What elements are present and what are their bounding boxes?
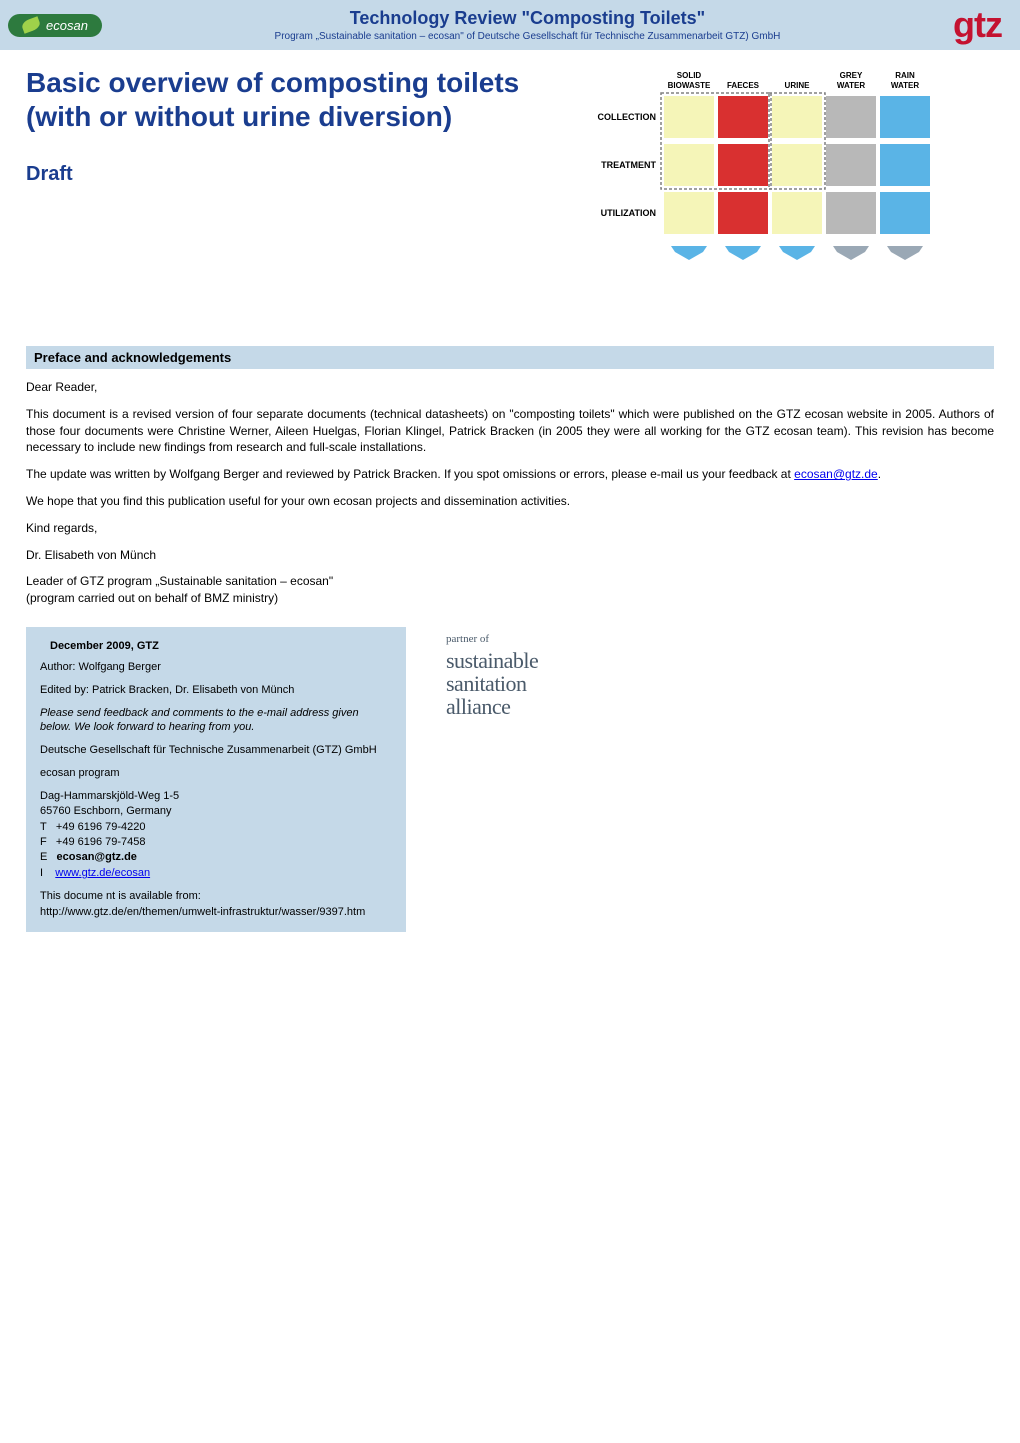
svg-text:UTILIZATION: UTILIZATION — [601, 208, 656, 218]
publication-info-box: December 2009, GTZ Author: Wolfgang Berg… — [26, 627, 406, 932]
program-name: ecosan program — [40, 766, 392, 781]
main-content: Basic overview of composting toilets (wi… — [0, 50, 1020, 948]
susana-logo: sustainable sanitation alliance — [446, 649, 646, 718]
header-bar: ecosan Technology Review "Composting Toi… — [0, 0, 1020, 50]
svg-text:BIOWASTE: BIOWASTE — [668, 81, 711, 90]
telephone: T +49 6196 79-4220 — [40, 820, 392, 835]
avail-line1: This docume nt is available from: — [40, 889, 392, 904]
preface-para2-post: . — [878, 467, 881, 481]
svg-text:RAIN: RAIN — [895, 71, 915, 80]
website: I www.gtz.de/ecosan — [40, 866, 392, 881]
preface-para1: This document is a revised version of fo… — [26, 406, 994, 456]
header-titles: Technology Review "Composting Toilets" P… — [102, 8, 953, 42]
matrix-chart: SOLIDBIOWASTEFAECESURINEGREYWATERRAINWAT… — [574, 66, 994, 326]
address1: Dag-Hammarskjöld-Weg 1-5 — [40, 789, 392, 804]
draft-label: Draft — [26, 163, 554, 186]
header-title: Technology Review "Composting Toilets" — [102, 8, 953, 29]
partner-of-label: partner of — [446, 633, 646, 645]
date-org: December 2009, GTZ — [40, 639, 392, 654]
svg-text:COLLECTION: COLLECTION — [598, 112, 657, 122]
org-name: Deutsche Gesellschaft für Technische Zus… — [40, 743, 392, 758]
preface-para3: We hope that you find this publication u… — [26, 493, 994, 510]
feedback-note: Please send feedback and comments to the… — [40, 706, 392, 736]
preface-para2-pre: The update was written by Wolfgang Berge… — [26, 467, 794, 481]
svg-text:WATER: WATER — [837, 81, 866, 90]
avail-line2: http://www.gtz.de/en/themen/umwelt-infra… — [40, 905, 392, 920]
author-role1: Leader of GTZ program „Sustainable sanit… — [26, 573, 994, 590]
feedback-email-link[interactable]: ecosan@gtz.de — [794, 467, 878, 481]
website-link[interactable]: www.gtz.de/ecosan — [55, 867, 150, 879]
page-title: Basic overview of composting toilets (wi… — [26, 66, 554, 133]
gtz-logo: gtz — [953, 4, 1012, 46]
fax: F +49 6196 79-7458 — [40, 835, 392, 850]
preface-heading: Preface and acknowledgements — [26, 346, 994, 369]
svg-text:FAECES: FAECES — [727, 81, 760, 90]
top-section: Basic overview of composting toilets (wi… — [26, 66, 994, 326]
salutation: Dear Reader, — [26, 379, 994, 396]
email: E ecosan@gtz.de — [40, 850, 392, 865]
header-subtitle: Program „Sustainable sanitation – ecosan… — [102, 31, 953, 42]
signoff: Kind regards, — [26, 520, 994, 537]
address2: 65760 Eschborn, Germany — [40, 804, 392, 819]
author-name: Dr. Elisabeth von Münch — [26, 547, 994, 564]
partner-box: partner of sustainable sanitation allian… — [446, 627, 646, 932]
svg-text:GREY: GREY — [840, 71, 863, 80]
ecosan-logo: ecosan — [8, 14, 102, 37]
leaf-icon — [20, 16, 41, 33]
svg-text:TREATMENT: TREATMENT — [601, 160, 656, 170]
author-role2: (program carried out on behalf of BMZ mi… — [26, 590, 994, 607]
info-boxes: December 2009, GTZ Author: Wolfgang Berg… — [26, 627, 994, 932]
ecosan-logo-text: ecosan — [46, 18, 88, 33]
title-block: Basic overview of composting toilets (wi… — [26, 66, 554, 326]
svg-text:URINE: URINE — [785, 81, 811, 90]
svg-text:SOLID: SOLID — [677, 71, 702, 80]
edited-line: Edited by: Patrick Bracken, Dr. Elisabet… — [40, 683, 392, 698]
preface-para2: The update was written by Wolfgang Berge… — [26, 466, 994, 483]
svg-text:WATER: WATER — [891, 81, 920, 90]
author-line: Author: Wolfgang Berger — [40, 660, 392, 675]
